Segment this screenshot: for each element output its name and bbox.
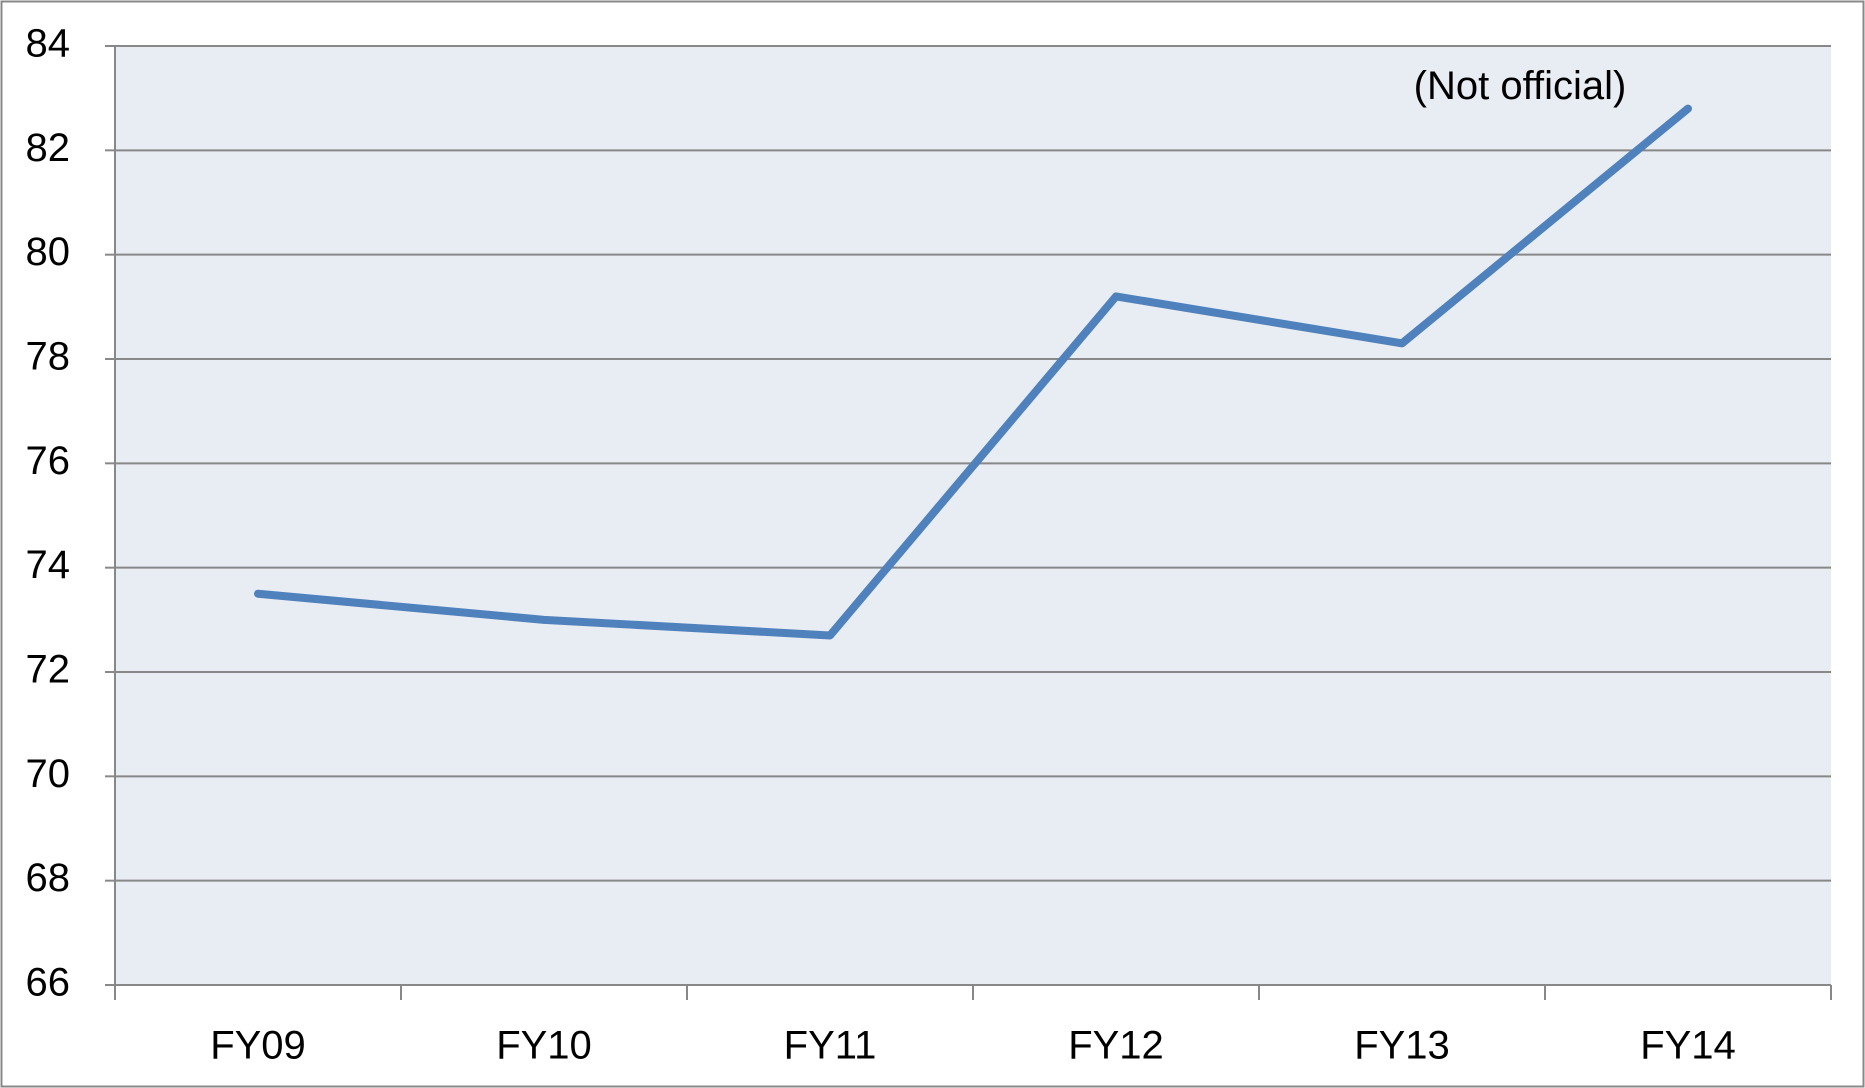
x-tick-label: FY13 (1354, 1024, 1450, 1068)
y-tick-label: 76 (26, 439, 71, 483)
y-tick-label: 82 (26, 126, 71, 170)
x-tick-label: FY11 (784, 1024, 877, 1068)
line-series (254, 104, 1692, 640)
y-tick-label: 68 (26, 856, 71, 900)
y-tick-label: 84 (26, 22, 71, 66)
y-tick-label: 72 (26, 648, 71, 692)
plot-area (115, 46, 1831, 985)
x-tick-label: FY09 (210, 1024, 306, 1068)
x-tick-label: FY14 (1640, 1024, 1736, 1068)
y-tick-label: 78 (26, 335, 71, 379)
y-tick-label: 80 (26, 230, 71, 274)
x-tick-label: FY12 (1068, 1024, 1164, 1068)
x-tick-label: FY10 (496, 1024, 592, 1068)
y-tick-label: 66 (26, 961, 71, 1005)
y-tick-label: 70 (26, 752, 71, 796)
annotation: (Not official) (1414, 64, 1627, 108)
y-tick-label: 74 (26, 543, 71, 587)
